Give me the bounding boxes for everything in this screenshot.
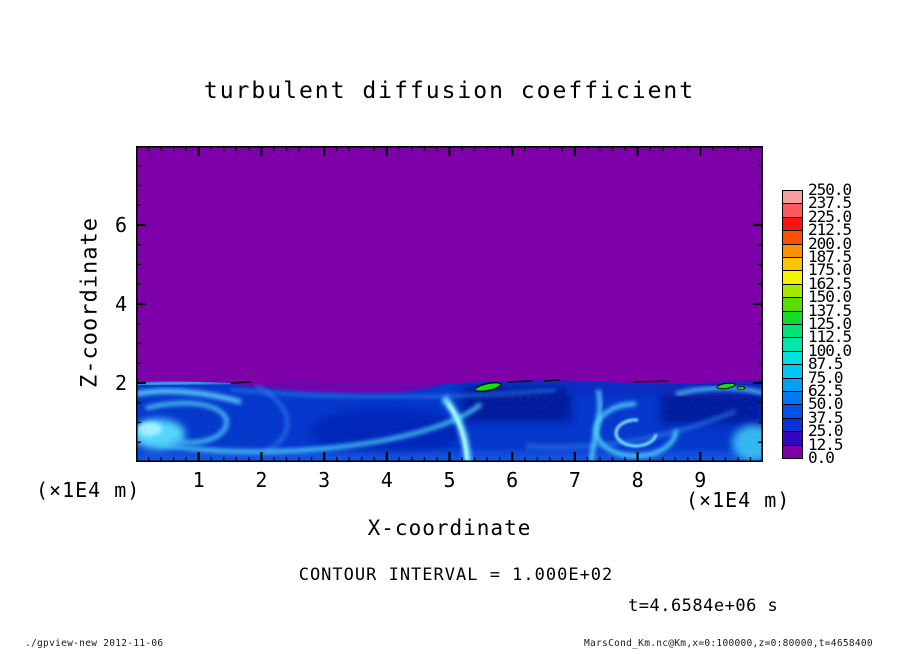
time-annotation: t=4.6584e+06 s (628, 596, 779, 616)
colorbar-level-label: 12.5 (808, 434, 844, 454)
colorbar-level-label: 87.5 (808, 354, 844, 374)
colorbar-level-label: 175.0 (808, 260, 852, 280)
x-tick-label: 1 (192, 468, 205, 492)
mixed-layer (136, 380, 763, 462)
y-tick-label: 6 (114, 213, 127, 237)
colorbar-level-label: 75.0 (808, 367, 844, 387)
colorbar-level-label: 50.0 (808, 394, 844, 414)
y-tick-label: 2 (114, 371, 127, 395)
x-axis-title: X-coordinate (367, 516, 532, 540)
x-tick-label: 4 (380, 468, 393, 492)
colorbar-level-label: 112.5 (808, 327, 852, 347)
footer-command: ./gpview-new 2012-11-06 (25, 638, 164, 649)
colorbar-level-label: 0.0 (808, 448, 835, 467)
green-maxima (474, 382, 746, 392)
colorbar-level-label: 162.5 (808, 273, 852, 293)
x-tick-label: 5 (443, 468, 456, 492)
colorbar-level-label: 125.0 (808, 314, 852, 333)
x-tick-label: 9 (694, 468, 707, 492)
chart-title: turbulent diffusion coefficient (203, 78, 696, 104)
colorbar-level-label: 200.0 (808, 233, 852, 253)
colorbar-level-label: 150.0 (808, 287, 852, 307)
colorbar-level-label: 237.5 (808, 193, 852, 213)
colorbar-level-label: 62.5 (808, 381, 844, 400)
plot-area (136, 146, 763, 462)
colorbar-level-label: 137.5 (808, 300, 852, 320)
contour-dashes (230, 379, 669, 384)
x-tick-label: 2 (255, 468, 268, 492)
heatmap-field (136, 146, 763, 462)
y-tick-label: 4 (114, 292, 127, 316)
x-tick-label: 6 (506, 468, 519, 492)
colorbar-level-label: 100.0 (808, 340, 852, 360)
x-tick-label: 3 (318, 468, 331, 492)
colorbar-level-label: 225.0 (808, 206, 852, 226)
x-tick-label: 7 (568, 468, 581, 492)
colorbar-level-label: 25.0 (808, 421, 844, 441)
x-tick-label: 8 (631, 468, 644, 492)
colorbar-level-label: 250.0 (808, 180, 852, 199)
colorbar-level-label: 187.5 (808, 247, 852, 266)
y-axis-unit-label: (×1E4 m) (36, 478, 141, 502)
x-axis-unit-label: (×1E4 m) (686, 488, 791, 512)
contour-interval-note: CONTOUR INTERVAL = 1.000E+02 (298, 565, 614, 585)
colorbar-level-label: 212.5 (808, 220, 852, 240)
colorbar-level-label: 37.5 (808, 407, 844, 427)
footer-datasource: MarsCond_Km.nc@Km,x=0:100000,z=0:80000,t… (584, 638, 873, 649)
colorbar-cell (782, 444, 803, 460)
